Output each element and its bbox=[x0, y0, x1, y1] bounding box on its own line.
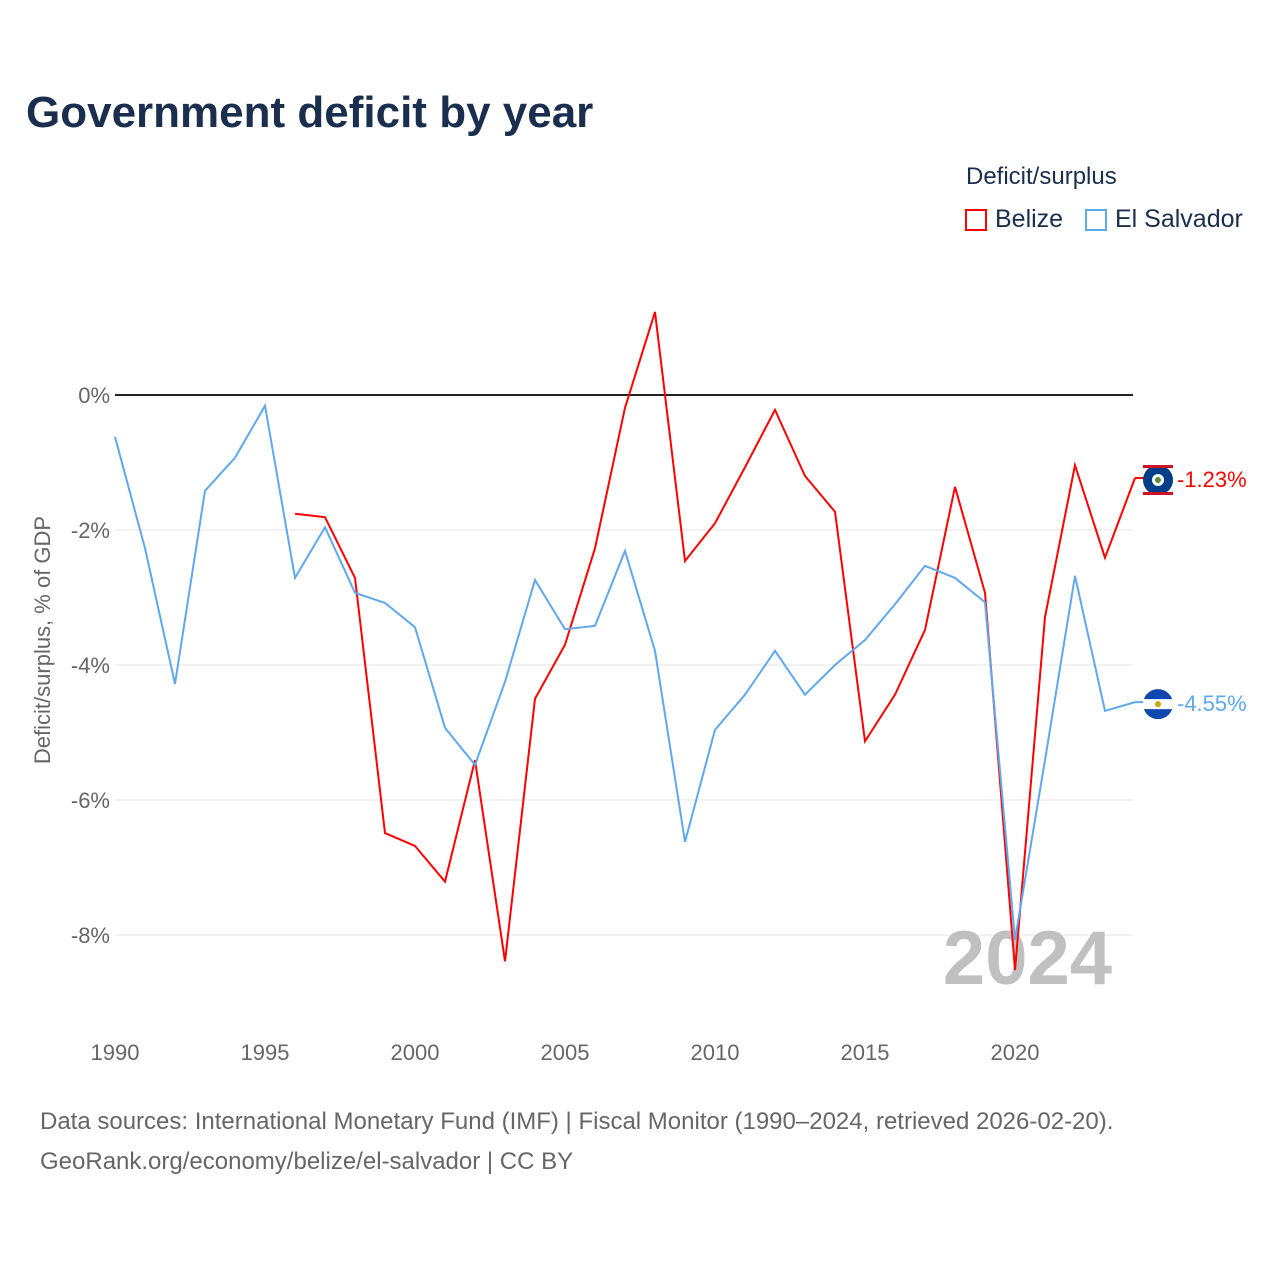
end-value-label: -4.55% bbox=[1177, 691, 1247, 716]
x-tick-label: 2020 bbox=[991, 1040, 1040, 1065]
year-watermark: 2024 bbox=[943, 916, 1112, 1001]
source-link[interactable]: GeoRank.org/economy/belize/el-salvador |… bbox=[40, 1148, 574, 1175]
y-axis-label: Deficit/surplus, % of GDP bbox=[30, 516, 55, 764]
x-tick-label: 2015 bbox=[841, 1040, 890, 1065]
flag-emblem bbox=[1155, 477, 1161, 484]
x-tick-label: 1990 bbox=[91, 1040, 140, 1065]
y-tick-label: -2% bbox=[71, 518, 110, 543]
y-tick-label: -4% bbox=[71, 653, 110, 678]
y-tick-label: -8% bbox=[71, 923, 110, 948]
legend-swatch-el-salvador bbox=[1085, 208, 1107, 231]
y-tick-label: 0% bbox=[78, 383, 110, 408]
legend-label: Belize bbox=[995, 205, 1064, 233]
legend-item-el-salvador[interactable]: El Salvador bbox=[1085, 205, 1243, 234]
end-value-label: -1.23% bbox=[1177, 467, 1247, 492]
page-title: Government deficit by year bbox=[26, 88, 594, 137]
source-text: Data sources: International Monetary Fun… bbox=[40, 1108, 1114, 1135]
x-tick-label: 2010 bbox=[691, 1040, 740, 1065]
x-tick-label: 1995 bbox=[241, 1040, 290, 1065]
flag-stripe bbox=[1143, 465, 1173, 469]
legend-title: Deficit/surplus bbox=[966, 163, 1117, 190]
legend-item-belize[interactable]: Belize bbox=[965, 205, 1063, 234]
x-tick-label: 2005 bbox=[541, 1040, 590, 1065]
legend-label: El Salvador bbox=[1115, 205, 1243, 233]
series-line-el-salvador bbox=[114, 402, 1136, 940]
legend-swatch-belize bbox=[965, 208, 987, 231]
x-tick-label: 2000 bbox=[391, 1040, 440, 1065]
flag-stripe bbox=[1143, 492, 1173, 496]
y-tick-label: -6% bbox=[71, 788, 110, 813]
flag-emblem bbox=[1155, 701, 1161, 708]
